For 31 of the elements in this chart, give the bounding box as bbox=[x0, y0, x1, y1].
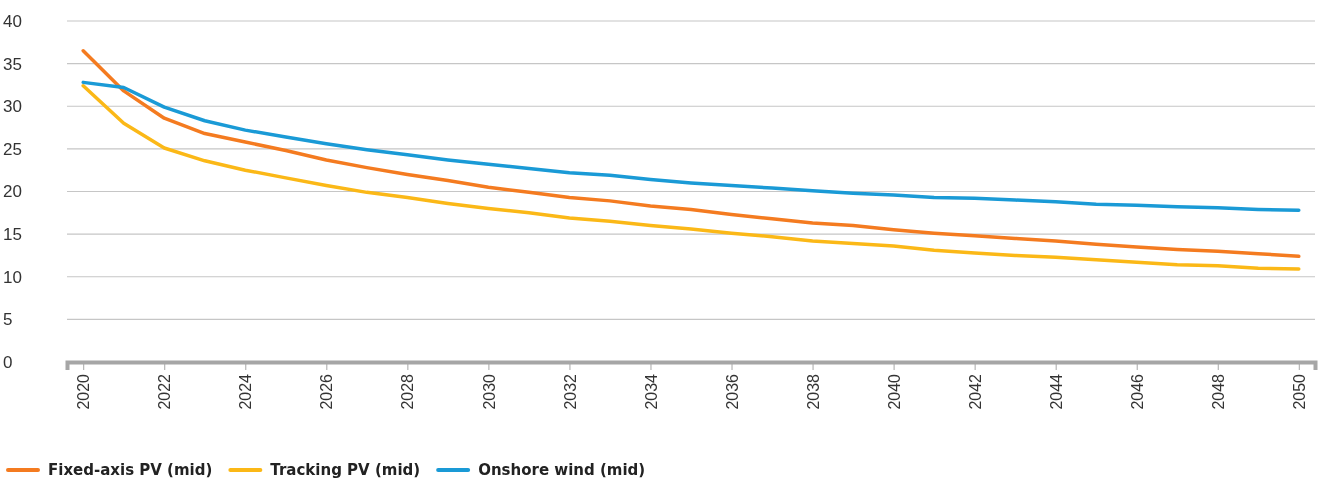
x-tick-label: 2026 bbox=[318, 373, 336, 410]
x-tick-label: 2038 bbox=[804, 373, 822, 410]
x-tick-label: 2022 bbox=[156, 373, 174, 410]
y-tick-label: 10 bbox=[3, 267, 22, 287]
y-tick-label: 15 bbox=[3, 225, 22, 245]
line-series bbox=[81, 49, 1301, 259]
y-tick-label: 35 bbox=[3, 54, 22, 74]
x-tick-label: 2040 bbox=[885, 373, 903, 410]
x-tick-label: 2036 bbox=[723, 373, 741, 410]
x-tick-label: 2034 bbox=[642, 373, 660, 410]
y-tick-label: 30 bbox=[3, 97, 22, 117]
x-tick-label: 2048 bbox=[1209, 373, 1227, 410]
x-tick-label: 2042 bbox=[966, 373, 984, 410]
line-series bbox=[81, 80, 1301, 213]
x-tick-label: 2044 bbox=[1047, 373, 1065, 410]
x-tick-label: 2032 bbox=[561, 373, 579, 410]
y-tick-label: 20 bbox=[3, 182, 22, 202]
legend-label: Tracking PV (mid) bbox=[270, 461, 421, 480]
y-tick-label: 5 bbox=[3, 310, 13, 330]
line-series bbox=[81, 84, 1301, 271]
y-tick-label: 25 bbox=[3, 139, 22, 159]
legend-label: Fixed-axis PV (mid) bbox=[48, 461, 213, 480]
y-tick-label: 0 bbox=[3, 352, 13, 372]
x-tick-label: 2024 bbox=[237, 373, 255, 410]
y-tick-label: 40 bbox=[3, 11, 22, 31]
x-tick-label: 2030 bbox=[480, 373, 498, 410]
x-tick-label: 2028 bbox=[399, 373, 417, 410]
x-tick-label: 2020 bbox=[75, 373, 93, 410]
x-tick-label: 2050 bbox=[1290, 373, 1308, 410]
x-tick-label: 2046 bbox=[1128, 373, 1146, 410]
legend-label: Onshore wind (mid) bbox=[478, 461, 646, 480]
